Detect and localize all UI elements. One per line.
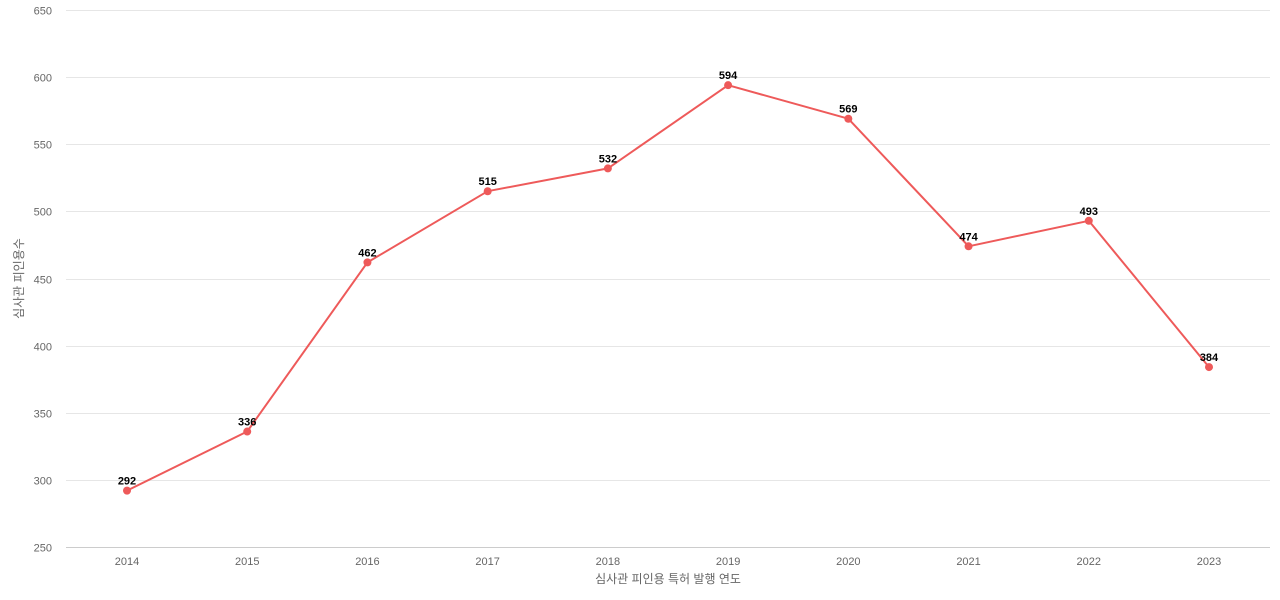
data-label: 384 <box>1200 352 1219 364</box>
y-tick-label: 650 <box>34 6 52 18</box>
data-point[interactable] <box>1205 363 1213 372</box>
x-tick-label: 2020 <box>836 556 860 568</box>
x-tick-label: 2021 <box>956 556 980 568</box>
x-tick-label: 2015 <box>235 556 259 568</box>
data-label: 594 <box>719 70 738 82</box>
axis-layer: 250 300 350 400 450 500 550 600 650 2014 2015 2016 2… <box>34 6 1222 569</box>
data-label: 462 <box>358 247 376 259</box>
data-point[interactable] <box>1084 216 1093 225</box>
data-label: 515 <box>478 176 496 188</box>
data-point[interactable] <box>964 242 973 251</box>
data-label: 569 <box>839 104 857 116</box>
y-axis-title: 심사관 피인용수 <box>12 238 26 319</box>
series-line <box>126 84 1210 492</box>
data-label: 493 <box>1080 206 1098 218</box>
data-label: 474 <box>959 231 978 243</box>
data-point[interactable] <box>483 187 492 196</box>
y-tick-label: 550 <box>34 140 52 152</box>
data-point[interactable] <box>363 258 372 267</box>
y-tick-label: 600 <box>34 73 52 85</box>
x-tick-label: 2019 <box>716 556 740 568</box>
y-tick-label: 300 <box>34 476 52 488</box>
x-axis-title: 심사관 피인용 특허 발행 연도 <box>595 571 741 586</box>
y-tick-label: 450 <box>34 275 52 287</box>
y-tick-label: 400 <box>34 342 52 354</box>
y-tick-label: 500 <box>34 207 52 219</box>
y-tick-label: 250 <box>34 543 52 555</box>
x-tick-label: 2018 <box>596 556 620 568</box>
series-layer <box>123 81 1213 495</box>
data-point[interactable] <box>603 164 612 173</box>
x-tick-label: 2017 <box>475 556 499 568</box>
grid-layer <box>66 10 1270 548</box>
data-label: 336 <box>238 417 256 429</box>
data-point[interactable] <box>123 486 131 495</box>
data-label: 292 <box>118 476 136 488</box>
x-tick-label: 2022 <box>1077 556 1101 568</box>
x-tick-label: 2023 <box>1197 556 1221 568</box>
y-tick-label: 350 <box>34 409 52 421</box>
data-label: 532 <box>599 153 617 165</box>
data-point[interactable] <box>844 114 853 123</box>
x-tick-label: 2014 <box>115 556 139 568</box>
x-tick-label: 2016 <box>355 556 379 568</box>
data-label-layer: 292 336 462 515 532 594 569 474 493 384 <box>118 70 1219 487</box>
data-point[interactable] <box>243 427 252 436</box>
data-point[interactable] <box>724 81 733 90</box>
